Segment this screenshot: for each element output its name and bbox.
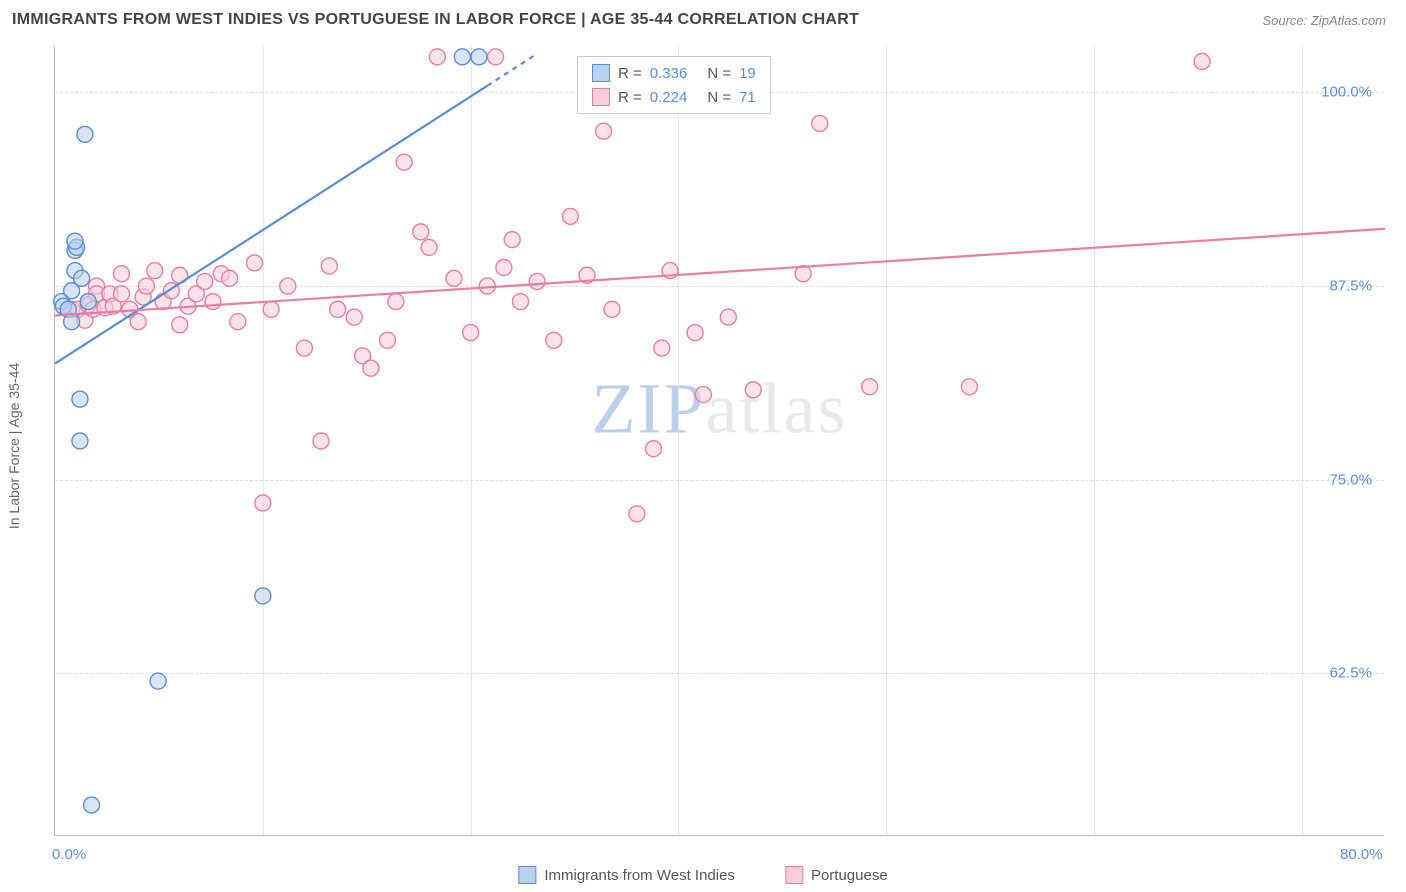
x-tick-label: 0.0% bbox=[52, 846, 86, 863]
legend-item-1: Immigrants from West Indies bbox=[518, 866, 735, 884]
legend-r-label: R = bbox=[618, 89, 642, 106]
y-tick-label: 62.5% bbox=[1329, 665, 1372, 682]
legend-row-series-1: R = 0.336 N = 19 bbox=[578, 61, 770, 85]
swatch-blue bbox=[592, 64, 610, 82]
legend-r-value-1: 0.336 bbox=[650, 65, 688, 82]
chart-svg bbox=[55, 46, 1384, 835]
y-tick-label: 87.5% bbox=[1329, 278, 1372, 295]
legend-row-series-2: R = 0.224 N = 71 bbox=[578, 85, 770, 109]
y-tick-label: 75.0% bbox=[1329, 471, 1372, 488]
series-legend: Immigrants from West Indies Portuguese bbox=[518, 866, 887, 884]
legend-r-value-2: 0.224 bbox=[650, 89, 688, 106]
y-tick-label: 100.0% bbox=[1321, 84, 1372, 101]
source-attribution: Source: ZipAtlas.com bbox=[1262, 13, 1386, 28]
swatch-pink bbox=[785, 866, 803, 884]
correlation-legend: R = 0.336 N = 19 R = 0.224 N = 71 bbox=[577, 56, 771, 114]
swatch-pink bbox=[592, 88, 610, 106]
legend-n-label: N = bbox=[707, 89, 731, 106]
swatch-blue bbox=[518, 866, 536, 884]
legend-r-label: R = bbox=[618, 65, 642, 82]
plot-area: ZIPatlas R = 0.336 N = 19 R = 0.224 N = … bbox=[54, 46, 1384, 836]
chart-title: IMMIGRANTS FROM WEST INDIES VS PORTUGUES… bbox=[12, 11, 859, 29]
legend-label-1: Immigrants from West Indies bbox=[544, 867, 735, 884]
y-axis-label: In Labor Force | Age 35-44 bbox=[6, 363, 22, 529]
legend-item-2: Portuguese bbox=[785, 866, 888, 884]
legend-n-value-1: 19 bbox=[739, 65, 756, 82]
legend-n-value-2: 71 bbox=[739, 89, 756, 106]
legend-n-label: N = bbox=[707, 65, 731, 82]
legend-label-2: Portuguese bbox=[811, 867, 888, 884]
x-tick-label: 80.0% bbox=[1340, 846, 1383, 863]
